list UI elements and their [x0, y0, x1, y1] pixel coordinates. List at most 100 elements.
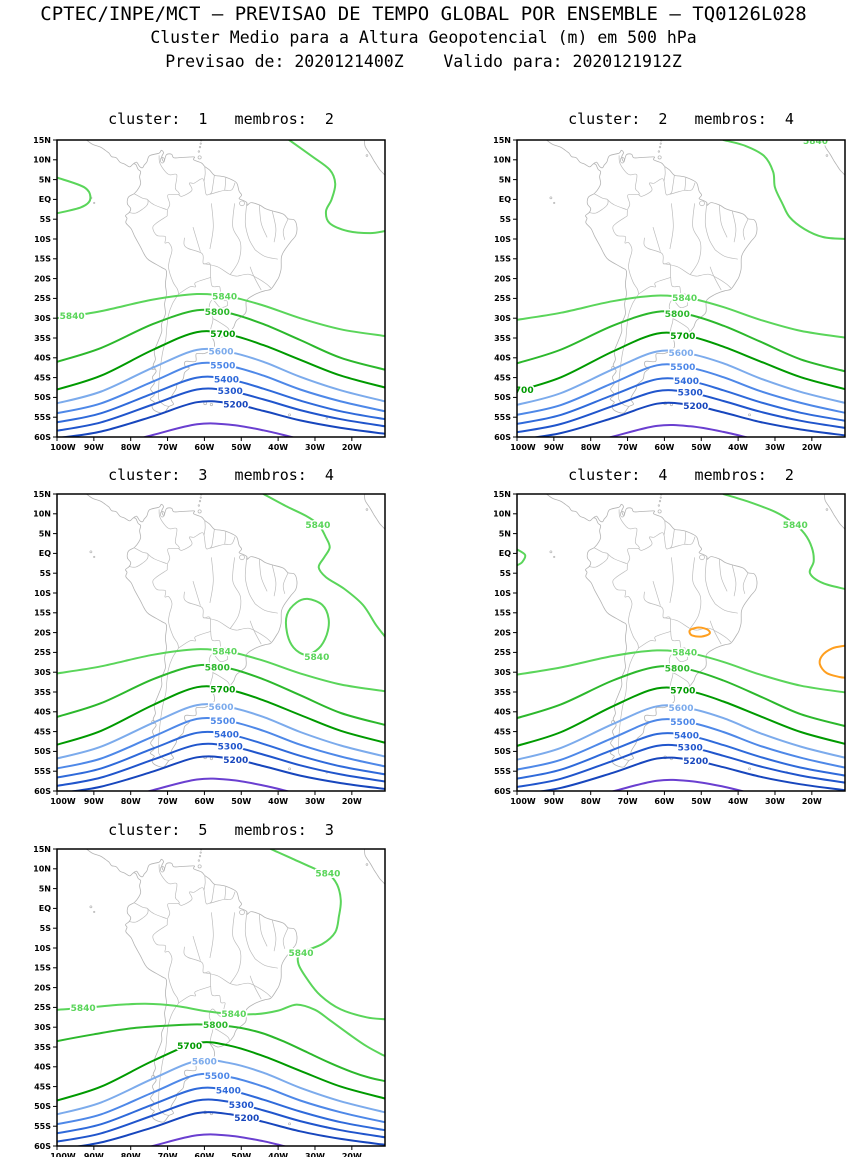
lat-tick-label: 20S [494, 628, 511, 637]
lat-tick-label: 35S [34, 688, 51, 697]
lat-tick-label: 45S [34, 373, 51, 382]
lat-tick-label: 60S [34, 787, 51, 796]
lat-tick-label: 15N [493, 136, 511, 145]
lat-tick-label: 25S [34, 294, 51, 303]
lat-tick-label: 10N [33, 156, 51, 165]
lon-tick-label: 20W [342, 1152, 362, 1157]
lat-tick-label: 20S [494, 274, 511, 283]
contour-label-5700: 5700 [210, 685, 235, 695]
axis-ticks-and-labels: 15N 10N 5N EQ 5S 10S 15S 20S 25S 30S 35S 40S 45S 50S 5… [493, 490, 822, 806]
lat-tick-label: 15N [493, 490, 511, 499]
lat-tick-label: 40S [34, 354, 51, 363]
contour-label-5500: 5500 [210, 717, 235, 727]
contour-label-5200: 5200 [223, 401, 248, 411]
contour-label-5800: 5800 [205, 308, 230, 318]
lon-tick-label: 90W [84, 443, 104, 452]
contour-label-5300: 5300 [218, 742, 243, 752]
lon-tick-label: 80W [581, 443, 601, 452]
contour-label-5400: 5400 [214, 731, 239, 741]
geopotential-contours [517, 494, 845, 791]
lat-tick-label: 55S [34, 767, 51, 776]
lon-tick-label: 80W [581, 797, 601, 806]
geopotential-contours [57, 494, 385, 791]
lon-tick-label: 50W [231, 443, 251, 452]
lon-tick-label: 20W [802, 797, 822, 806]
lat-tick-label: 25S [494, 294, 511, 303]
contour-label-5700: 5700 [177, 1042, 202, 1052]
contour-label-5840: 5840 [71, 1004, 96, 1014]
contour-labels: 5200530054005500560057005800584058405840… [69, 868, 342, 1126]
lat-tick-label: 20S [34, 983, 51, 992]
contour-label-5200: 5200 [223, 756, 248, 766]
lat-tick-label: 15N [33, 845, 51, 854]
lat-tick-label: 15N [33, 136, 51, 145]
south-america-map-outline [546, 494, 845, 774]
panel-title-cluster-2: cluster: 2 membros: 4 [568, 110, 794, 128]
lon-tick-label: 60W [654, 443, 674, 452]
lon-tick-label: 50W [691, 443, 711, 452]
contour-label-5800: 5800 [205, 663, 230, 673]
lon-tick-label: 100W [50, 443, 76, 452]
lat-tick-label: 20S [34, 274, 51, 283]
cluster-1-map: 52005300540055005600570058005840584015N1… [33, 136, 386, 452]
lat-tick-label: 50S [494, 747, 511, 756]
contour-label-5600: 5600 [668, 704, 693, 714]
lat-tick-label: 25S [494, 648, 511, 657]
contour-label-5840: 5840 [672, 294, 697, 304]
lat-tick-label: 45S [34, 1082, 51, 1091]
contour-label-5200: 5200 [234, 1114, 259, 1124]
lat-tick-label: 10S [34, 589, 51, 598]
lat-tick-label: 10S [494, 235, 511, 244]
contour-label-5600: 5600 [208, 348, 233, 358]
lat-tick-label: EQ [39, 195, 51, 204]
contour-label-5300: 5300 [678, 389, 703, 399]
lon-tick-label: 70W [158, 797, 178, 806]
lon-tick-label: 50W [691, 797, 711, 806]
contour-label-5500: 5500 [670, 718, 695, 728]
lon-tick-label: 90W [84, 1152, 104, 1157]
lon-tick-label: 70W [618, 797, 638, 806]
contour-label-5600: 5600 [192, 1057, 217, 1067]
geopotential-contours [57, 849, 385, 1146]
lat-tick-label: 55S [494, 413, 511, 422]
lat-tick-label: 40S [494, 354, 511, 363]
lon-tick-label: 40W [268, 797, 288, 806]
contour-label-5800: 5800 [665, 665, 690, 675]
lon-tick-label: 40W [728, 443, 748, 452]
contour-label-5840: 5840 [212, 292, 237, 302]
geopotential-contours [57, 140, 385, 437]
panel-title-cluster-1: cluster: 1 membros: 2 [108, 110, 334, 128]
lat-tick-label: 10S [34, 944, 51, 953]
lat-tick-label: 30S [34, 668, 51, 677]
cluster-2-map: 5200 5300 5400 5500 5600 5700 5800 5840 5700 5840… [493, 136, 846, 452]
lat-tick-label: 5S [40, 924, 52, 933]
contour-label-5300: 5300 [678, 743, 703, 753]
south-america-map-outline [546, 140, 845, 420]
lat-tick-label: 10N [33, 865, 51, 874]
lat-tick-label: 35S [34, 1043, 51, 1052]
contour-label-5840: 5840 [783, 521, 808, 531]
lat-tick-label: 15S [494, 609, 511, 618]
contour-label-5400: 5400 [674, 377, 699, 387]
cluster-5-map: 5200530054005500560057005800584058405840… [33, 845, 386, 1157]
lat-tick-label: 10S [34, 235, 51, 244]
lon-tick-label: 90W [544, 443, 564, 452]
south-america-map-outline [86, 140, 385, 420]
south-america-map-outline [86, 494, 385, 774]
lon-tick-label: 60W [194, 443, 214, 452]
lat-tick-label: 5N [39, 884, 51, 893]
geopotential-contours [517, 140, 845, 437]
contour-label-5840: 5840 [288, 949, 313, 959]
lat-tick-label: 45S [34, 727, 51, 736]
contour-label-5800: 5800 [665, 310, 690, 320]
lon-tick-label: 60W [194, 797, 214, 806]
south-america-map-outline [86, 849, 385, 1129]
axis-ticks-and-labels: 15N 10N 5N EQ 5S 10S 15S 20S 25S 30S 35S 40S 45S 50S 5… [33, 490, 362, 806]
panel-title-cluster-5: cluster: 5 membros: 3 [108, 821, 334, 839]
axis-ticks-and-labels: 15N 10N 5N EQ 5S 10S 15S 20S 25S 30S 35S 40S 45S 50S 5… [33, 136, 362, 452]
contour-label-5200: 5200 [683, 402, 708, 412]
lon-tick-label: 100W [50, 797, 76, 806]
